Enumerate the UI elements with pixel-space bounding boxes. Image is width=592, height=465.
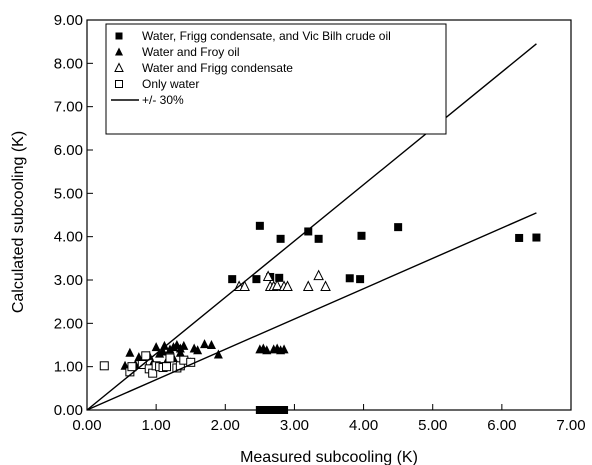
data-point-series-1 bbox=[275, 273, 284, 282]
data-point-series-1 bbox=[515, 233, 524, 242]
plot-frame bbox=[86, 19, 572, 411]
x-tick-label: 1.00 bbox=[142, 417, 171, 434]
data-point-series-2 bbox=[206, 340, 216, 349]
x-tick-label: 7.00 bbox=[556, 417, 585, 434]
y-axis-title: Calculated subcooling (K) bbox=[10, 131, 27, 313]
y-tick-label: 0.00 bbox=[54, 402, 83, 419]
legend-label: Only water bbox=[142, 77, 199, 91]
data-point-series-3 bbox=[282, 280, 293, 291]
data-point-series-2 bbox=[200, 339, 210, 349]
data-point-series-1 bbox=[255, 221, 264, 230]
data-point-series-2 bbox=[159, 340, 169, 350]
data-point-series-4 bbox=[127, 362, 137, 372]
data-point-series-2 bbox=[279, 344, 289, 354]
legend-label: +/- 30% bbox=[142, 93, 184, 107]
x-tick-label: 6.00 bbox=[487, 417, 516, 434]
data-point-series-4 bbox=[141, 351, 151, 361]
data-point-series-1 bbox=[357, 231, 366, 240]
data-point-series-2 bbox=[179, 340, 189, 350]
legend-label: Water and Frigg condensate bbox=[142, 61, 293, 75]
y-tick-label: 5.00 bbox=[54, 185, 83, 202]
data-point-series-3 bbox=[239, 280, 250, 291]
y-tick-label: 4.00 bbox=[54, 229, 83, 246]
tolerance-line-upper bbox=[86, 43, 537, 411]
data-point-series-3 bbox=[313, 269, 324, 281]
legend-marker bbox=[115, 47, 123, 56]
data-point-series-2 bbox=[125, 347, 135, 357]
y-tick-label: 6.00 bbox=[54, 142, 83, 159]
data-point-series-4 bbox=[165, 353, 175, 363]
data-point-series-2 bbox=[262, 345, 272, 355]
data-point-series-1 bbox=[356, 275, 365, 284]
y-tick-label: 3.00 bbox=[54, 272, 83, 289]
legend-marker bbox=[115, 32, 123, 40]
x-axis-title: Measured subcooling (K) bbox=[240, 449, 418, 465]
data-point-series-1 bbox=[394, 223, 403, 232]
x-tick-label: 5.00 bbox=[418, 417, 447, 434]
data-point-series-3 bbox=[262, 270, 274, 282]
data-point-series-2 bbox=[213, 349, 223, 359]
legend-marker bbox=[114, 62, 124, 72]
data-point-series-1 bbox=[228, 275, 237, 284]
legend-label: Water, Frigg condensate, and Vic Bilh cr… bbox=[142, 29, 391, 43]
legend-label: Water and Froy oil bbox=[142, 45, 240, 59]
y-tick-label: 7.00 bbox=[54, 99, 83, 116]
data-point-series-1 bbox=[252, 275, 261, 284]
data-point-series-4 bbox=[162, 362, 172, 372]
data-point-series-2 bbox=[158, 346, 168, 356]
data-point-series-1 bbox=[314, 234, 323, 243]
data-point-series-1 bbox=[345, 274, 354, 283]
data-point-series-2 bbox=[151, 342, 161, 352]
x-tick-label: 4.00 bbox=[349, 417, 378, 434]
legend-box bbox=[105, 23, 447, 135]
y-tick-label: 9.00 bbox=[54, 12, 83, 29]
data-point-series-4 bbox=[99, 361, 109, 371]
data-point-series-1 bbox=[532, 233, 541, 242]
y-tick-label: 1.00 bbox=[54, 359, 83, 376]
y-tick-label: 2.00 bbox=[54, 315, 83, 332]
data-point-series-2 bbox=[193, 345, 203, 355]
x-tick-label: 3.00 bbox=[280, 417, 309, 434]
data-point-series-3 bbox=[302, 280, 314, 291]
y-tick-label: 8.00 bbox=[54, 55, 83, 72]
legend-marker bbox=[115, 80, 123, 88]
axes: 0.00 1.00 2.00 3.00 4.00 5.00 6.00 7.00 0.00 1.00… bbox=[54, 12, 586, 434]
data-point-series-1 bbox=[304, 227, 313, 236]
data-point-series-2 bbox=[175, 347, 185, 357]
x-tick-label: 2.00 bbox=[211, 417, 240, 434]
x-tick-label: 0.00 bbox=[72, 417, 101, 434]
data-point-series-3 bbox=[320, 280, 331, 291]
legend: Water, Frigg condensate, and Vic Bilh cr… bbox=[105, 23, 447, 135]
tolerance-line-lower bbox=[86, 212, 537, 411]
data-point-series-1 bbox=[276, 234, 285, 243]
data-point-series-3 bbox=[271, 279, 283, 291]
